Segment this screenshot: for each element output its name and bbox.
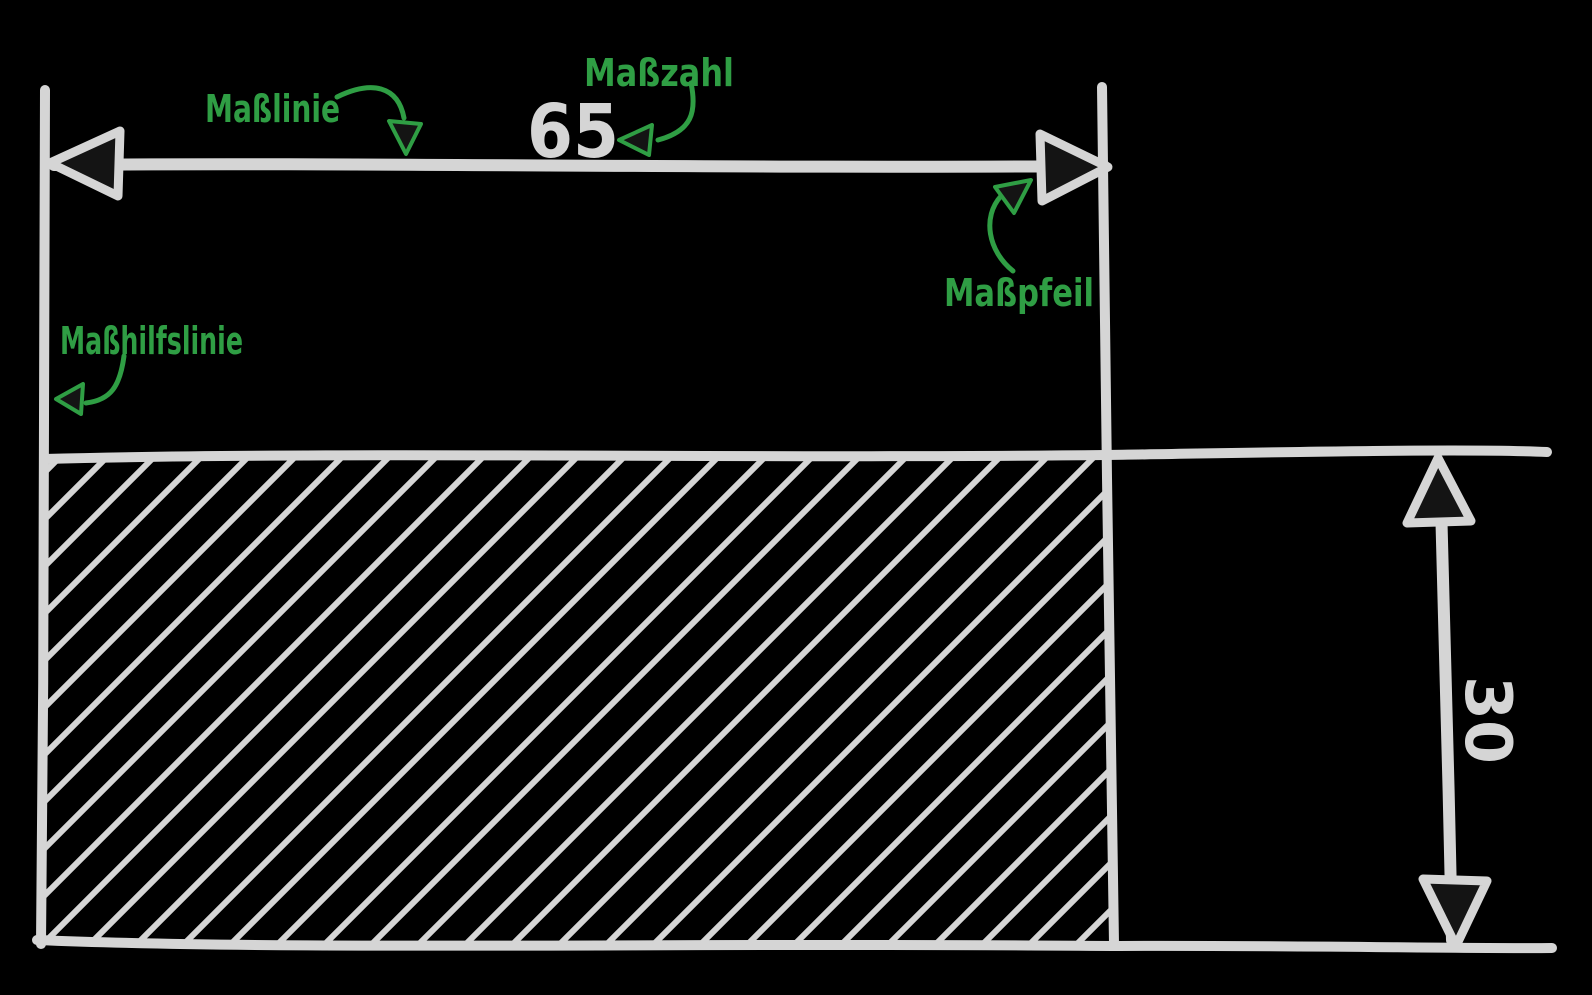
dimension-width-value: 65 bbox=[527, 89, 619, 175]
masspfeil-pointer-arrowhead bbox=[993, 178, 1033, 215]
masspfeil-pointer-arrow bbox=[987, 193, 1016, 274]
dimension-line-horizontal bbox=[48, 158, 1110, 173]
hatched-cross-section bbox=[44, 457, 1110, 944]
masslinie-label: Maßlinie bbox=[205, 87, 340, 131]
dimension-arrowhead-left bbox=[45, 126, 125, 201]
dimension-arrowhead-bottom bbox=[1418, 874, 1492, 951]
masszahl-pointer-arrow bbox=[655, 80, 696, 143]
masslinie-pointer-arrowhead bbox=[387, 119, 423, 156]
dimension-arrowhead-right bbox=[1035, 129, 1113, 206]
masslinie-pointer-arrow bbox=[334, 85, 407, 121]
part-bottom-edge-with-extension-line bbox=[32, 935, 1557, 954]
part-top-edge-with-extension-line bbox=[39, 445, 1552, 464]
extension-line-right bbox=[1097, 82, 1119, 949]
masshilfslinie-pointer-arrow bbox=[83, 353, 127, 406]
dimension-arrowhead-top bbox=[1402, 453, 1476, 528]
masszahl-label: Maßzahl bbox=[584, 51, 734, 95]
extension-line-left bbox=[36, 85, 50, 949]
masshilfslinie-pointer-arrowhead bbox=[54, 382, 85, 416]
masszahl-pointer-arrowhead bbox=[617, 123, 654, 157]
dimension-height-value: 30 bbox=[1450, 676, 1524, 764]
masspfeil-label: Maßpfeil bbox=[944, 271, 1094, 315]
masshilfslinie-label: Maßhilfslinie bbox=[60, 319, 243, 363]
